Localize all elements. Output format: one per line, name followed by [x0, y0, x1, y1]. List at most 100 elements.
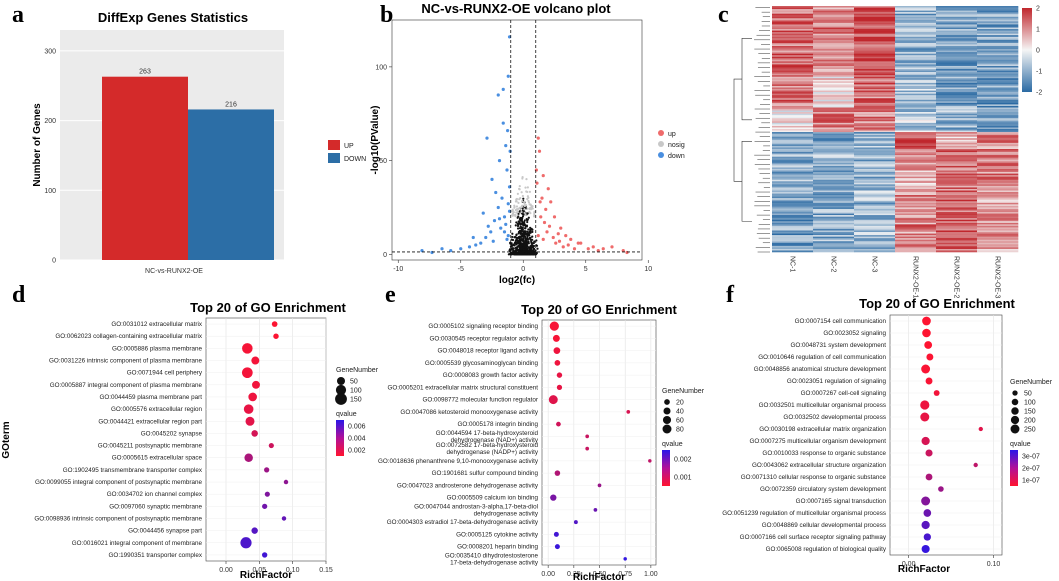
heatmap-cell [813, 195, 855, 197]
go-term-line: GO:0023051 regulation of signaling [787, 378, 887, 385]
heatmap-cell [936, 238, 978, 240]
heatmap-cell [977, 222, 1019, 225]
heatmap-cell [895, 99, 937, 102]
heatmap-cell [977, 58, 1019, 61]
heatmap-cell [895, 159, 937, 162]
heatmap-cell [813, 125, 855, 128]
volcano-point-down [420, 249, 424, 253]
heatmap-cell [936, 67, 978, 70]
volcano-nosig-point [533, 240, 536, 243]
volcano-nosig-point [511, 208, 514, 211]
heatmap-cell [895, 38, 937, 41]
heatmap-cell [895, 15, 937, 18]
volcano-nosig-point [527, 249, 531, 252]
heatmap-cell [813, 164, 855, 167]
heatmap-cell [936, 98, 978, 101]
volcano-nosig-point [515, 205, 519, 208]
heatmap-cell [977, 130, 1019, 133]
volcano-point-down [430, 250, 434, 255]
heatmap-cell [813, 155, 855, 157]
go-term-line: GO:0048731 system development [790, 342, 886, 349]
color-legend-label: 0.002 [348, 448, 366, 455]
heatmap-cell [936, 193, 978, 196]
heatmap-cell [813, 162, 855, 165]
heatmap-cell [813, 98, 855, 101]
heatmap-cell [813, 89, 855, 91]
go-e-legend: GeneNumber 20 40 60 80 qvalue 0.002 0.001 [662, 388, 705, 486]
go-f-legend: GeneNumber 50 100 150 200 250 qvalue 3e-07 2e-07… [1010, 379, 1053, 486]
heatmap-cell [813, 207, 855, 210]
heatmap-cell [772, 93, 814, 96]
heatmap-cell [813, 172, 855, 174]
heatmap-cell [772, 85, 814, 88]
heatmap-cell [772, 165, 814, 168]
size-legend-title: GeneNumber [336, 367, 379, 374]
volcano-x-tick-label: 0 [521, 266, 525, 273]
heatmap-cell [895, 239, 937, 242]
heatmap-row-dendrogram [733, 7, 770, 253]
heatmap-cell [772, 41, 814, 44]
heatmap-cell [813, 73, 855, 76]
go-e-term-labels: GO:0005102 signaling receptor binding GO:… [378, 323, 539, 566]
heatmap-cell [813, 210, 855, 213]
heatmap-cell [936, 164, 978, 167]
heatmap-cell [813, 124, 855, 127]
volcano-nosig-point [515, 233, 518, 237]
heatmap-cell [772, 153, 814, 156]
heatmap-cell [854, 84, 896, 87]
volcano-nosig-point [521, 177, 524, 180]
volcano-nosig-point [527, 199, 530, 203]
heatmap-cell [936, 73, 978, 76]
heatmap-cell [813, 133, 855, 136]
colorbar-tick-label: -2 [1036, 90, 1042, 97]
go-bubble [938, 486, 944, 492]
go-term-label: GO:0031012 extracellular matrix [111, 321, 202, 328]
heatmap-cell [895, 205, 937, 208]
volcano-nosig-point [526, 186, 529, 189]
heatmap-cell [936, 49, 978, 51]
heatmap-column-label: NC-2 [830, 256, 837, 272]
go-term-label: GO:0016021 integral component of membran… [72, 540, 203, 547]
volcano-nosig-point [524, 239, 527, 242]
go-bubble [554, 544, 560, 550]
volcano-nosig-point [512, 251, 515, 255]
heatmap-cell [895, 36, 937, 39]
heatmap-cell [813, 113, 855, 116]
go-bubble [283, 479, 289, 485]
volcano-nosig-point [517, 215, 520, 218]
volcano-nosig-point [528, 190, 532, 193]
volcano-point-up [554, 241, 558, 245]
heatmap-cell [854, 62, 896, 65]
heatmap-cell [895, 55, 937, 58]
go-bubble-panel-f: Top 20 of GO Enrichment GO:0007154 cell … [722, 296, 1053, 575]
heatmap-cell [772, 225, 814, 228]
heatmap-cell [813, 182, 855, 185]
bar-chart-title: DiffExp Genes Statistics [98, 10, 248, 25]
heatmap-cell [936, 199, 978, 202]
heatmap-cell [977, 99, 1019, 102]
heatmap-cell [813, 136, 855, 139]
heatmap-cell [813, 93, 855, 96]
heatmap-cell [895, 202, 937, 205]
heatmap-cell [772, 52, 814, 54]
heatmap-cell [895, 162, 937, 165]
heatmap-cell [936, 144, 978, 147]
go-term-label: GO:0030545 receptor regulator activity [429, 335, 538, 342]
heatmap-cell [895, 89, 937, 91]
heatmap-cell [772, 96, 814, 99]
heatmap-cell [977, 164, 1019, 167]
volcano-point-down [502, 215, 507, 219]
volcano-point-down [471, 235, 475, 240]
heatmap-cell [936, 216, 978, 219]
volcano-point-down [507, 209, 512, 213]
heatmap-cell [977, 24, 1019, 27]
heatmap-cell [977, 247, 1019, 250]
heatmap-cell [854, 182, 896, 185]
heatmap-cell [772, 178, 814, 181]
heatmap-cell [772, 245, 814, 248]
heatmap-cell [936, 195, 978, 197]
heatmap-cell [977, 81, 1019, 84]
heatmap-cell [772, 167, 814, 170]
heatmap-cell [772, 44, 814, 47]
go-bubble [268, 443, 274, 449]
